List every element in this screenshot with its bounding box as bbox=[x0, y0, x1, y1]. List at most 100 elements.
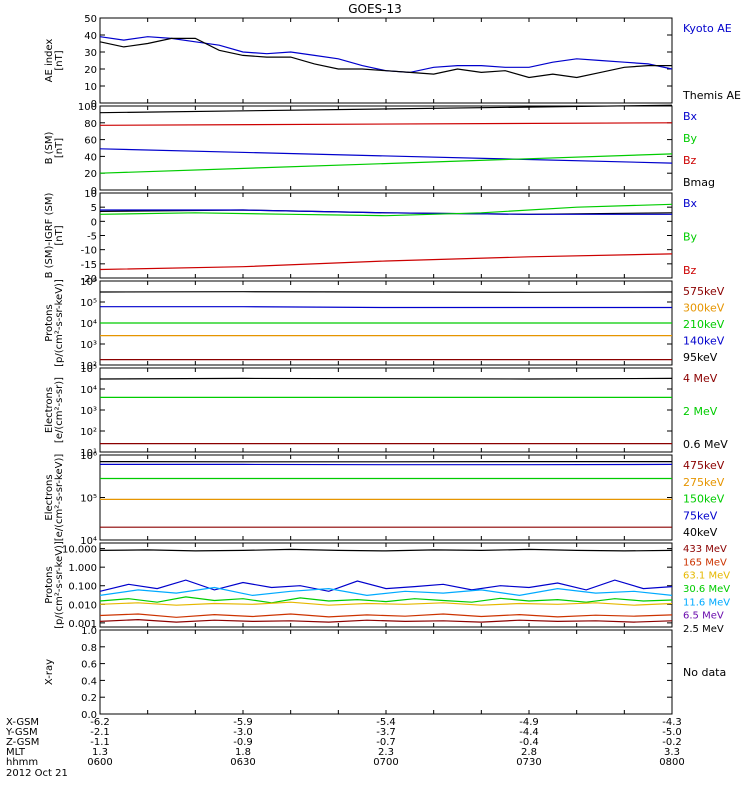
panel-frame bbox=[99, 542, 673, 628]
legend-entry: 75keV bbox=[683, 509, 718, 522]
y-tick-label: 10⁶ bbox=[80, 277, 97, 288]
legend-entry: 433 MeV bbox=[683, 544, 727, 555]
y-axis-label: [nT] bbox=[54, 225, 65, 245]
panel-protons_low: 10² 10³ 10⁴ 10⁵ 10⁶ Protons [p/(cm²-s-sr-keV)]… bbox=[44, 277, 725, 372]
legend-entry: 95keV bbox=[683, 351, 718, 364]
legend-entry: Kyoto AE bbox=[683, 22, 732, 35]
x-axis-tick-value: -4.9 bbox=[519, 717, 539, 728]
x-axis-row-label: hhmm bbox=[6, 757, 38, 768]
y-tick-label: 0.100 bbox=[68, 582, 97, 593]
y-tick-label: 20 bbox=[84, 169, 97, 180]
x-axis-tick-value: 1.8 bbox=[235, 747, 251, 758]
legend-entry: 40keV bbox=[683, 526, 718, 539]
x-axis-row-label: MLT bbox=[6, 747, 26, 758]
series-0-6-mev bbox=[99, 377, 673, 380]
series-165-mev bbox=[99, 613, 673, 618]
y-axis-label: Electrons bbox=[44, 387, 55, 433]
y-tick-label: 1.000 bbox=[68, 563, 97, 574]
x-axis-tick-value: 0800 bbox=[659, 757, 684, 768]
x-axis-tick-value: -0.9 bbox=[233, 737, 253, 748]
y-tick-label: 10⁴ bbox=[80, 536, 97, 547]
y-tick-label: 100 bbox=[78, 102, 97, 113]
y-tick-label: 10² bbox=[80, 427, 97, 438]
series-by bbox=[99, 203, 673, 217]
x-axis-tick-value: -0.4 bbox=[519, 737, 539, 748]
y-tick-label: 10.000 bbox=[62, 545, 97, 556]
y-tick-label: 80 bbox=[84, 119, 97, 130]
legend-entry: Bmag bbox=[683, 176, 715, 189]
y-tick-label: 10³ bbox=[80, 340, 97, 351]
y-tick-label: 0.8 bbox=[81, 643, 97, 654]
series-bz bbox=[99, 122, 673, 126]
legend-entry: Bz bbox=[683, 264, 697, 277]
y-axis-label: [e/(cm²-s-sr-keV)] bbox=[54, 454, 65, 542]
x-axis-tick-value: -6.2 bbox=[90, 717, 110, 728]
legend-entry: 165 MeV bbox=[683, 557, 727, 568]
legend-entry: Bx bbox=[683, 197, 698, 210]
y-tick-label: 0.0 bbox=[81, 710, 97, 721]
y-tick-label: 1.0 bbox=[81, 626, 97, 637]
x-axis-tick-value: 1.3 bbox=[92, 747, 108, 758]
panel-frame bbox=[99, 192, 673, 279]
y-axis-label: [nT] bbox=[54, 50, 65, 70]
y-axis-label: [e/(cm²-s-sr)] bbox=[54, 377, 65, 443]
series-bx bbox=[99, 148, 673, 164]
x-axis-tick-value: -5.0 bbox=[662, 727, 682, 738]
series-95kev bbox=[99, 291, 673, 293]
series-themis-ae bbox=[99, 37, 672, 79]
legend-entry: 2.5 MeV bbox=[683, 624, 724, 635]
panel-protons_high: 0.001 0.010 0.100 1.000 10.000 Protons [p/(cm²… bbox=[44, 541, 730, 635]
legend-entry: Themis AE bbox=[682, 89, 741, 102]
y-axis-label: B (SM)-IGRF (SM) bbox=[44, 193, 55, 279]
x-axis-tick-value: -3.7 bbox=[376, 727, 396, 738]
y-axis-label: [p/(cm²-s-sr-keV)] bbox=[54, 541, 65, 629]
y-tick-label: 10⁴ bbox=[80, 385, 97, 396]
x-axis-tick-value: -0.7 bbox=[376, 737, 396, 748]
panel-electrons_mev: 10¹ 10² 10³ 10⁴ 10⁵ Electrons [e/(cm²-s-sr)] 4 … bbox=[44, 364, 728, 459]
y-tick-label: 50 bbox=[84, 14, 97, 25]
y-tick-label: 40 bbox=[84, 31, 97, 42]
date-label: 2012 Oct 21 bbox=[6, 768, 68, 779]
x-axis-tick-value: -0.2 bbox=[662, 737, 682, 748]
panel-frame bbox=[99, 367, 673, 453]
x-axis-tick-value: 0600 bbox=[87, 757, 112, 768]
y-tick-label: 0.6 bbox=[81, 660, 97, 671]
legend-entry: By bbox=[683, 132, 698, 145]
legend-entry: Bz bbox=[683, 154, 697, 167]
series-30-6-mev bbox=[99, 596, 673, 604]
panel-electrons_kev: 10⁴ 10⁵ 10⁶ Electrons [e/(cm²-s-sr-keV)] 475k… bbox=[44, 451, 725, 547]
y-tick-label: 10⁵ bbox=[80, 494, 97, 505]
legend-entry: Bx bbox=[683, 110, 698, 123]
y-axis-label: B (SM) bbox=[44, 131, 55, 164]
y-tick-label: -20 bbox=[81, 274, 97, 285]
panel-xray: 0.0 0.2 0.4 0.6 0.8 1.0 X-ray No data bbox=[44, 626, 726, 721]
x-axis-tick-value: -1.1 bbox=[90, 737, 110, 748]
y-tick-label: 10¹ bbox=[80, 448, 97, 459]
series-6-5-mev bbox=[99, 579, 673, 592]
y-tick-label: 5 bbox=[91, 203, 97, 214]
series-bz bbox=[99, 253, 673, 271]
x-axis-tick-value: -4.4 bbox=[519, 727, 539, 738]
legend-entry: 30.6 MeV bbox=[683, 584, 730, 595]
series-63-1-mev bbox=[99, 601, 673, 606]
y-tick-label: 20 bbox=[84, 65, 97, 76]
chart-title: GOES-13 bbox=[348, 2, 402, 16]
y-tick-label: -5 bbox=[87, 232, 97, 243]
y-tick-label: 0 bbox=[91, 99, 97, 110]
series-bx bbox=[100, 209, 672, 215]
y-axis-label: Protons bbox=[44, 566, 55, 603]
legend-entry: 475keV bbox=[683, 459, 725, 472]
y-axis-label: Electrons bbox=[44, 474, 55, 520]
legend-entry: 2 MeV bbox=[683, 405, 718, 418]
x-axis-tick-value: 0730 bbox=[516, 757, 541, 768]
x-axis-row-label: Y-GSM bbox=[5, 727, 38, 738]
legend-entry: 140keV bbox=[683, 335, 725, 348]
series-bmag bbox=[99, 209, 673, 215]
legend-entry: No data bbox=[683, 666, 726, 679]
y-tick-label: 10³ bbox=[80, 406, 97, 417]
y-tick-label: 10 bbox=[84, 189, 97, 200]
series-140kev bbox=[100, 306, 672, 309]
legend-entry: 275keV bbox=[683, 476, 725, 489]
